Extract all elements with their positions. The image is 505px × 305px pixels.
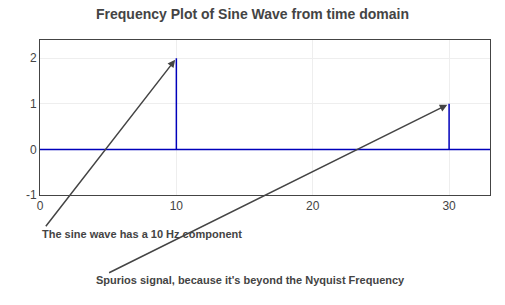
svg-text:The sine wave has a 10 Hz comp: The sine wave has a 10 Hz component: [42, 228, 242, 240]
svg-text:1: 1: [30, 97, 37, 111]
svg-text:30: 30: [442, 199, 456, 213]
svg-text:-1: -1: [26, 188, 37, 202]
svg-text:20: 20: [306, 199, 320, 213]
svg-text:0: 0: [30, 143, 37, 157]
svg-text:10: 10: [170, 199, 184, 213]
svg-text:2: 2: [30, 51, 37, 65]
svg-text:Frequency Plot of Sine Wave fr: Frequency Plot of Sine Wave from time do…: [96, 6, 409, 22]
svg-text:0: 0: [37, 199, 44, 213]
svg-text:Spurios signal, because it's b: Spurios signal, because it's beyond the …: [96, 274, 405, 286]
